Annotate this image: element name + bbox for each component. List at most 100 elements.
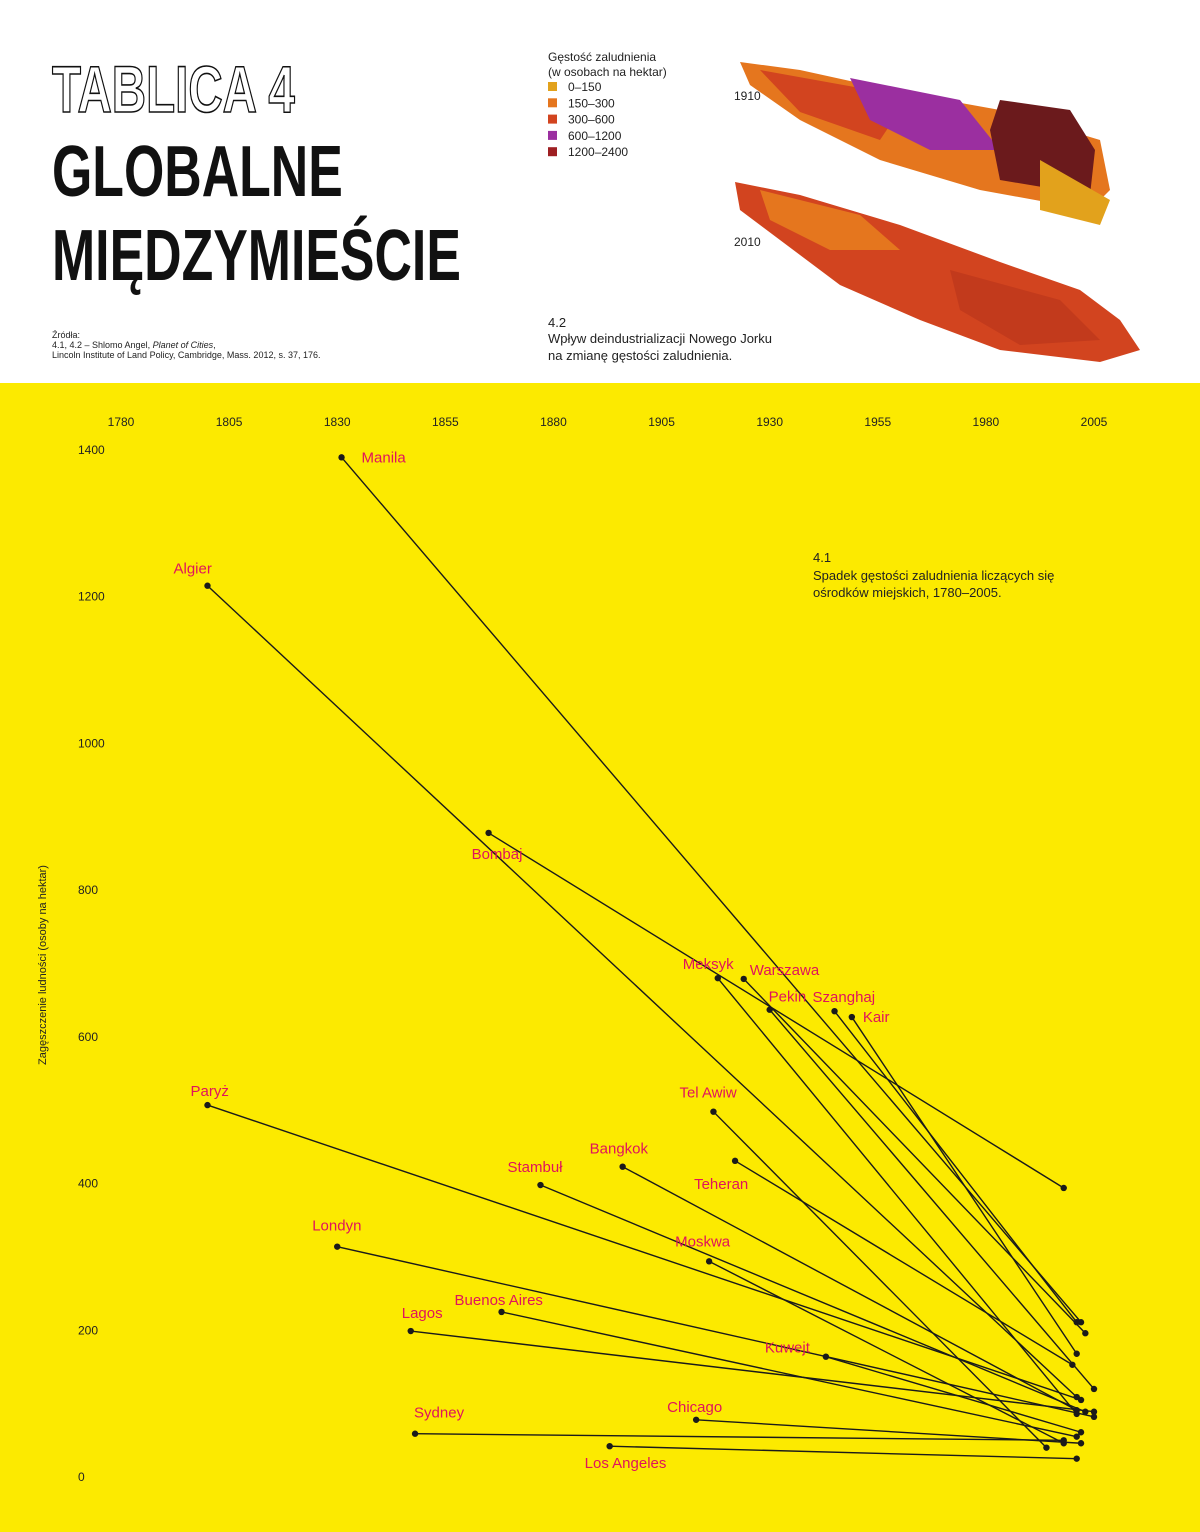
city-line [609,1445,1077,1460]
y-tick-label: 200 [78,1323,98,1337]
city-point [1082,1330,1089,1337]
plot: 1780 1805 1830 1855 1880 1905 1930 1955 1980 2005… [78,415,1108,1484]
y-tick-label: 600 [78,1030,98,1044]
legend-label: 0–150 [568,80,602,94]
city-point [485,829,492,837]
city-label: Chicago [667,1399,722,1416]
city-point [1073,1319,1080,1326]
city-line [415,1433,1064,1442]
city-point [407,1327,414,1335]
city-line [851,1016,1078,1355]
city-point [692,1416,700,1423]
x-tick-label: 1780 [108,415,135,429]
city-point [1090,1385,1098,1393]
x-tick-label: 1980 [973,415,1000,429]
x-tick-label: 1830 [324,415,351,429]
city-point [204,1101,211,1109]
city-point [731,1157,739,1165]
city-line [717,977,1078,1415]
map-shape [990,100,1095,195]
x-tick-label: 2005 [1081,415,1108,429]
annotation-number: 4.1 [813,550,831,565]
city-point [204,582,211,589]
annotation: Spadek gęstości zaludnienia liczących si… [813,568,1054,583]
city-line [825,1356,1082,1433]
city-label: Lagos [402,1305,443,1322]
city-point [1077,1429,1085,1436]
city-point [1077,1440,1085,1447]
x-tick-label: 1955 [864,415,891,429]
sources-text: , [213,340,216,350]
city-line [833,1010,1078,1323]
chart-bg [0,383,1200,1532]
sources-text: 4.1, 4.2 – Shlomo Angel, [52,340,153,350]
sources-line: Lincoln Institute of Land Policy, Cambri… [52,350,320,360]
y-tick-label: 800 [78,883,98,897]
x-tick-label: 1855 [432,415,459,429]
city-point [1073,1350,1080,1357]
legend-swatch [548,98,557,108]
city-point [705,1258,713,1265]
city-label: Pekin [769,989,807,1006]
city-label: Bangkok [590,1141,649,1158]
city-label: Manila [362,449,407,466]
sources-heading: Źródła: [52,330,80,340]
y-tick-label: 1200 [78,590,105,604]
city-line [622,1166,1078,1411]
legend: 0–150 150–300 300–600 600–1200 1200–2400 [548,80,628,159]
map-shape [760,190,900,250]
x-tick-label: 1880 [540,415,567,429]
legend-label: 300–600 [568,113,615,127]
legend-label: 150–300 [568,96,615,110]
legend-title: Gęstość zaludnienia [548,50,656,64]
map-shape [1040,160,1110,225]
city-point [822,1353,830,1360]
sources-line: 4.1, 4.2 – Shlomo Angel, Planet of Citie… [52,340,216,350]
x-tick-label: 1905 [648,415,675,429]
city-point [740,975,747,983]
city-point [537,1181,544,1189]
city-line [708,1260,1065,1444]
city-label: Meksyk [683,956,734,973]
city-line [540,1184,1086,1413]
city-label: Moskwa [675,1233,731,1250]
city-point [1073,1433,1080,1440]
legend-label: 1200–2400 [568,145,628,159]
y-tick-label: 1400 [78,443,105,457]
city-point [710,1108,717,1115]
city-line [488,832,1065,1189]
city-point [1069,1361,1076,1368]
title: MIĘDZYMIEŚCIE [52,216,461,296]
city-point [1073,1455,1080,1462]
map-year: 1910 [734,89,761,103]
kicker-group: TABLICA 4 [51,53,295,128]
city-line [501,1311,1077,1438]
city-point [1090,1408,1098,1415]
city-label: Los Angeles [585,1455,667,1472]
city-label: Tel Awiw [679,1085,736,1102]
city-label: Bombaj [472,846,523,863]
x-tick-label: 1805 [216,415,243,429]
nyc-map-image [735,62,1140,362]
city-label: Warszawa [750,962,820,979]
city-point [848,1013,856,1021]
city-point [831,1007,838,1015]
city-line [207,585,1078,1398]
city-point [619,1163,626,1170]
legend-swatch [548,114,557,124]
city-line [337,1245,1095,1418]
city-point [1060,1437,1067,1444]
caption: na zmianę gęstości zaludnienia. [548,348,732,363]
caption-number: 4.2 [548,315,566,330]
city-point [334,1243,341,1250]
city-label: Kuwejt [765,1340,811,1357]
map-shape [950,270,1100,345]
x-tick-label: 1930 [756,415,783,429]
city-label: Buenos Aires [455,1292,543,1309]
city-point [766,1006,773,1013]
city-point [714,974,721,982]
title-group: GLOBALNE [52,132,343,212]
city-label: Paryż [190,1083,228,1100]
